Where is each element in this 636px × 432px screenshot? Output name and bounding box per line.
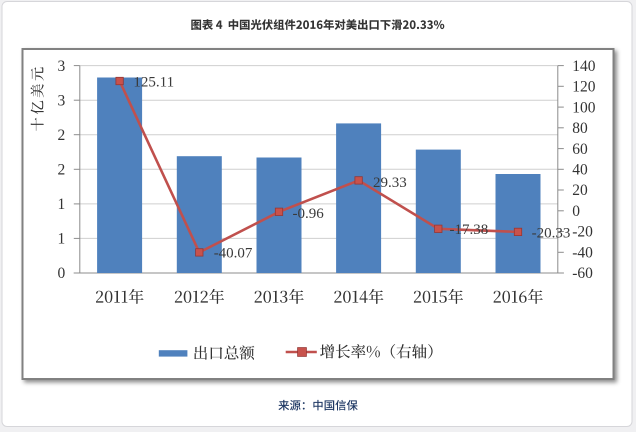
- svg-text:-17.38: -17.38: [450, 222, 489, 238]
- svg-text:1: 1: [57, 196, 65, 213]
- svg-text:-60: -60: [572, 265, 593, 282]
- svg-text:-0.96: -0.96: [293, 206, 325, 222]
- svg-text:29.33: 29.33: [373, 175, 407, 191]
- svg-text:2: 2: [57, 127, 65, 144]
- svg-text:1: 1: [57, 231, 65, 248]
- svg-text:2: 2: [57, 162, 65, 179]
- svg-text:-20: -20: [572, 224, 593, 241]
- svg-text:20: 20: [572, 182, 588, 199]
- svg-text:60: 60: [572, 141, 588, 158]
- svg-text:3: 3: [57, 58, 65, 75]
- svg-text:3: 3: [57, 92, 65, 109]
- svg-text:100: 100: [572, 99, 596, 116]
- svg-text:-20.33: -20.33: [532, 226, 571, 242]
- svg-text:40: 40: [572, 162, 588, 179]
- svg-text:-40.07: -40.07: [214, 246, 253, 262]
- svg-text:0: 0: [572, 203, 580, 220]
- svg-text:80: 80: [572, 120, 588, 137]
- svg-text:125.11: 125.11: [133, 74, 174, 90]
- svg-text:-40: -40: [572, 245, 593, 262]
- svg-text:0: 0: [57, 265, 65, 282]
- svg-text:120: 120: [572, 79, 596, 96]
- svg-text:140: 140: [572, 58, 596, 75]
